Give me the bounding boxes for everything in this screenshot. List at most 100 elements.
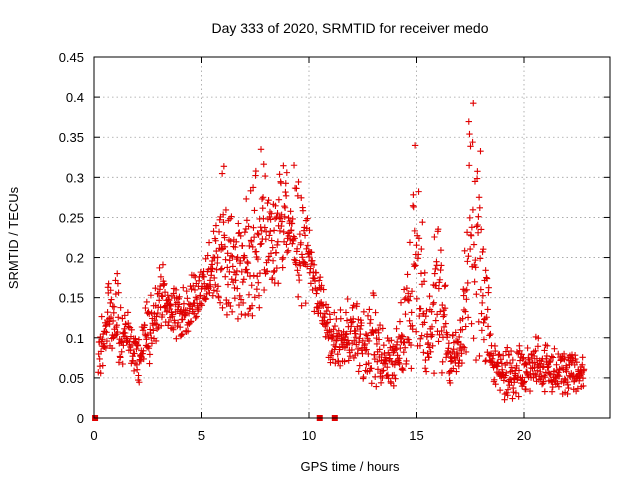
data-point	[274, 238, 282, 245]
data-point	[228, 275, 235, 283]
data-point	[476, 204, 483, 212]
data-point	[399, 366, 407, 374]
data-point	[279, 254, 287, 261]
data-point	[453, 348, 461, 356]
data-point	[249, 184, 257, 191]
data-point	[245, 310, 252, 318]
data-point	[96, 362, 104, 370]
data-point	[496, 351, 503, 358]
data-point	[400, 339, 407, 346]
data-point	[219, 304, 226, 312]
data-point	[479, 299, 486, 307]
data-point	[107, 299, 114, 307]
data-point	[337, 315, 345, 322]
data-point	[464, 279, 471, 287]
data-point	[249, 312, 256, 319]
data-point	[102, 322, 109, 330]
data-point	[432, 282, 440, 289]
data-point	[97, 348, 105, 355]
x-tick-label: 10	[302, 428, 316, 443]
data-point	[520, 379, 528, 386]
data-point	[397, 299, 405, 306]
data-point	[159, 311, 166, 319]
data-point	[257, 146, 265, 153]
data-point	[105, 280, 112, 287]
data-point	[268, 210, 275, 217]
data-point	[240, 276, 248, 283]
data-point	[572, 355, 579, 363]
data-point	[235, 301, 243, 309]
data-point	[167, 302, 175, 310]
data-point	[406, 317, 413, 325]
data-point	[248, 238, 255, 245]
data-point	[363, 346, 370, 353]
data-point	[150, 327, 157, 334]
data-point	[298, 302, 305, 309]
data-point	[236, 292, 243, 300]
data-point	[469, 138, 476, 146]
data-point	[153, 313, 160, 320]
data-point	[282, 192, 290, 199]
data-point	[245, 291, 253, 298]
data-point	[276, 227, 284, 235]
data-point	[503, 369, 510, 377]
data-point	[423, 331, 431, 338]
data-point	[436, 331, 443, 338]
data-point	[350, 354, 358, 362]
data-point	[416, 342, 424, 349]
data-point	[134, 342, 142, 349]
y-axis-label: SRMTID / TECUs	[6, 186, 21, 289]
data-point	[417, 335, 424, 342]
data-point	[563, 378, 571, 386]
data-point	[519, 374, 526, 381]
data-point	[415, 188, 422, 195]
data-point	[128, 326, 135, 333]
data-point	[155, 297, 163, 304]
data-point	[561, 375, 568, 383]
data-point	[468, 320, 475, 327]
x-tick-label: 0	[90, 428, 97, 443]
data-point	[513, 362, 520, 370]
data-point	[522, 360, 529, 367]
data-point	[158, 292, 165, 300]
data-point	[541, 373, 549, 381]
data-point	[124, 309, 132, 316]
data-point	[353, 300, 361, 307]
data-point	[288, 226, 295, 234]
data-point	[293, 185, 300, 192]
data-point	[237, 296, 245, 303]
data-point	[320, 286, 327, 293]
data-point	[273, 241, 281, 249]
data-point	[421, 319, 428, 326]
data-point	[466, 214, 474, 222]
data-point	[430, 299, 437, 306]
data-point	[504, 386, 512, 393]
data-point	[270, 268, 277, 276]
data-point	[450, 365, 457, 372]
data-point	[441, 311, 448, 319]
data-point	[283, 169, 291, 176]
data-point	[443, 350, 450, 358]
data-point	[101, 343, 108, 351]
data-point	[540, 378, 547, 385]
data-point	[103, 321, 110, 329]
data-point	[247, 187, 254, 194]
data-point	[408, 309, 415, 316]
data-point	[212, 281, 219, 289]
data-point	[106, 320, 113, 328]
data-point	[374, 358, 381, 365]
data-point	[227, 237, 234, 245]
data-point	[317, 285, 325, 293]
data-point	[246, 273, 254, 280]
data-point	[556, 372, 563, 380]
data-point	[316, 273, 324, 281]
data-point	[315, 277, 323, 284]
data-point	[565, 384, 572, 392]
data-point	[368, 365, 375, 372]
data-point	[102, 344, 110, 352]
data-point	[255, 292, 263, 299]
data-point	[337, 306, 344, 314]
data-point	[452, 329, 459, 336]
data-point	[476, 255, 484, 262]
data-point	[365, 350, 372, 358]
